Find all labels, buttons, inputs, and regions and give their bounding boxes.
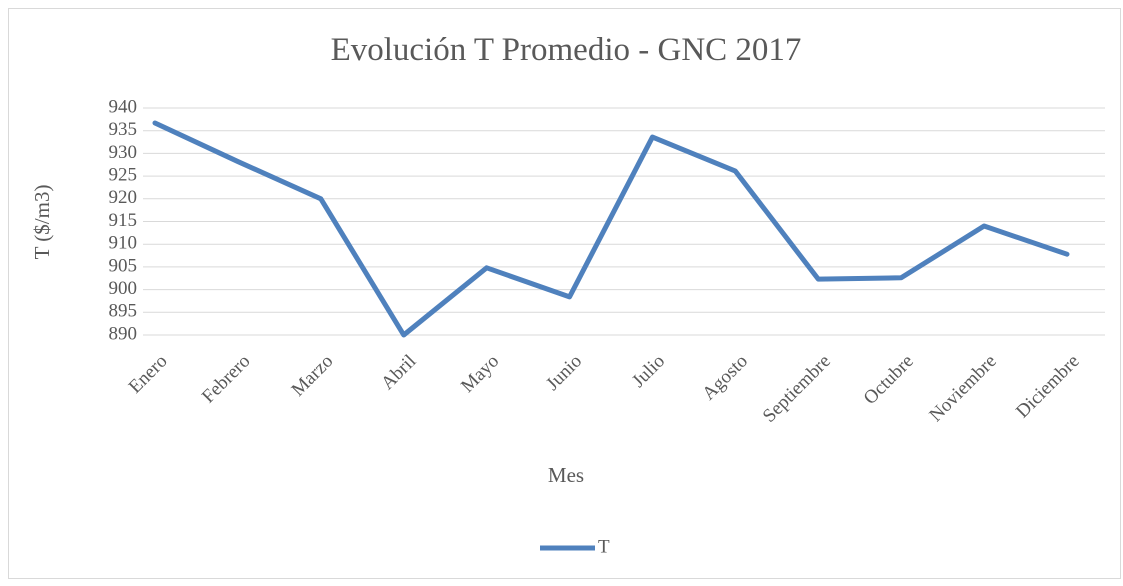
y-tick-label: 910: [109, 233, 138, 254]
y-tick-label: 900: [109, 278, 138, 299]
y-tick-label: 915: [109, 210, 138, 231]
series-line: [152, 120, 1070, 338]
x-axis-label: Mes: [548, 463, 584, 487]
legend-label: T: [598, 536, 610, 557]
y-tick-label: 930: [109, 142, 138, 163]
y-axis-label: T ($/m3): [30, 185, 54, 260]
y-tick-label: 935: [109, 119, 138, 140]
y-tick-label: 895: [109, 301, 138, 322]
y-tick-label: 920: [109, 187, 138, 208]
chart-title: Evolución T Promedio - GNC 2017: [331, 32, 802, 68]
y-tick-label: 940: [109, 96, 138, 117]
y-tick-label: 890: [109, 323, 138, 344]
y-tick-label: 925: [109, 164, 138, 185]
y-tick-label: 905: [109, 255, 138, 276]
